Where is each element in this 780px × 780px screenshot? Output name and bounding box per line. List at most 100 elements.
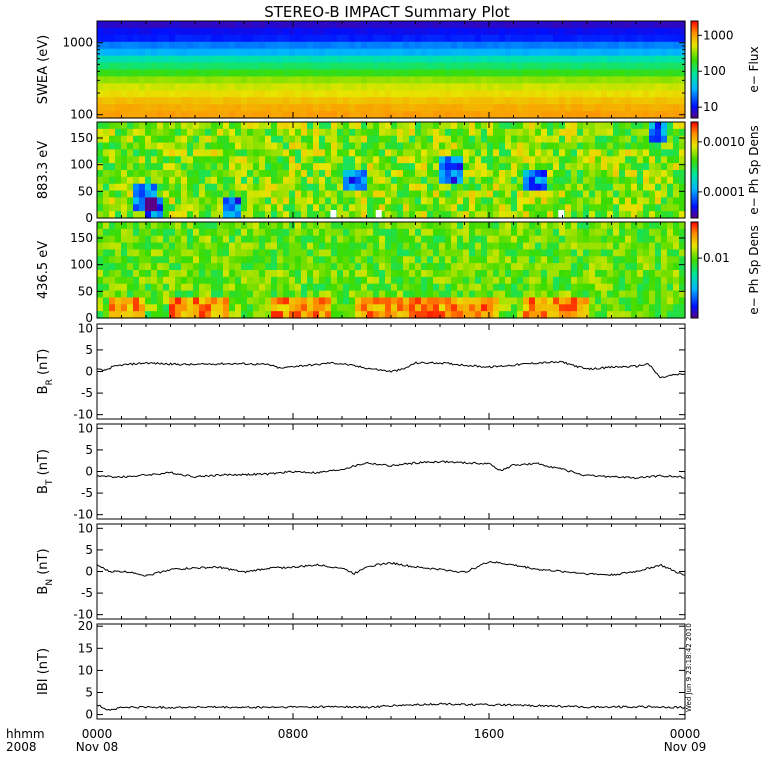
pad_883-cell <box>199 122 206 130</box>
swea-cell <box>433 97 440 105</box>
pad_436-cell <box>223 311 230 319</box>
pad_883-cell <box>367 163 374 171</box>
pad_883-cell <box>331 163 338 171</box>
pad_436-cell <box>115 256 122 264</box>
pad_436-cell <box>457 222 464 230</box>
pad_883-cell <box>409 204 416 212</box>
pad_883-cell <box>457 197 464 205</box>
pad_883-cell <box>493 176 500 185</box>
pad_883-cell <box>499 149 506 157</box>
swea-cell <box>457 62 464 71</box>
pad_883-cell <box>565 142 572 151</box>
pad_436-cell <box>673 311 680 319</box>
swea-cell <box>643 27 650 36</box>
swea-cell <box>331 41 338 50</box>
pad_883-cell <box>121 190 128 199</box>
swea-cell <box>313 76 320 84</box>
pad_883-cell <box>211 128 218 137</box>
swea-cell <box>193 83 200 91</box>
swea-cell <box>673 97 680 105</box>
pad_436-cell <box>217 242 224 251</box>
pad_436-cell <box>451 311 458 319</box>
pad_436-cell <box>679 256 686 264</box>
swea-cell <box>217 34 224 43</box>
pad_436-cell <box>619 311 626 319</box>
pad_883-cell <box>499 135 506 144</box>
pad_436-cell <box>385 270 392 278</box>
swea-cell <box>133 21 140 29</box>
swea-cell <box>367 90 374 98</box>
pad_436-cell <box>319 270 326 278</box>
pad_436-cell <box>523 235 530 244</box>
pad_883-cell <box>181 128 188 137</box>
pad_883-cell <box>205 176 212 185</box>
pad_436-cell <box>433 222 440 230</box>
pad_436-cell <box>145 256 152 264</box>
pad_436-cell <box>235 222 242 230</box>
pad_436-cell <box>625 283 632 292</box>
pad_436-cell <box>391 276 398 285</box>
swea-cell <box>427 90 434 98</box>
pad_883-cell <box>493 149 500 157</box>
pad_436-cell <box>391 222 398 230</box>
swea-cell <box>319 48 326 57</box>
pad_436-cell <box>163 256 170 264</box>
pad_436-cell <box>157 276 164 285</box>
swea-cell <box>637 55 644 64</box>
swea-cell <box>157 48 164 57</box>
pad_436-cell <box>145 311 152 319</box>
pad_883-cell <box>229 128 236 137</box>
swea-cell <box>349 69 356 78</box>
swea-cell <box>505 41 512 50</box>
pad_883-cell <box>577 183 584 192</box>
swea-cell <box>271 27 278 36</box>
pad_883-cell <box>151 128 158 137</box>
pad_883-cell <box>379 190 386 199</box>
swea-cell <box>229 27 236 36</box>
swea-cell <box>379 48 386 57</box>
pad_883-cell <box>679 197 686 205</box>
pad_883-cell <box>445 190 452 199</box>
swea-cell <box>139 21 146 29</box>
pad_436-cell <box>583 311 590 319</box>
pad_883-cell <box>667 170 674 178</box>
pad_883-cell <box>541 149 548 157</box>
swea-cell <box>307 76 314 84</box>
pad_883-cell <box>403 197 410 205</box>
pad_436-cell <box>553 297 560 305</box>
pad_436-cell <box>613 297 620 305</box>
pad_883-cell <box>295 156 302 164</box>
pad_436-cell <box>577 297 584 305</box>
swea-cell <box>469 111 476 119</box>
pad_436-cell <box>625 249 632 257</box>
pad_883-cell <box>289 183 296 192</box>
pad_883-cell <box>457 176 464 185</box>
swea-cell <box>397 69 404 78</box>
pad_883-cell <box>439 163 446 171</box>
swea-cell <box>451 21 458 29</box>
swea-cell <box>325 97 332 105</box>
pad_883-cell <box>667 190 674 199</box>
pad_436-cell <box>427 256 434 264</box>
swea-cell <box>157 104 164 112</box>
pad_436-cell <box>193 297 200 305</box>
pad_883-cell <box>415 197 422 205</box>
pad_883-cell <box>397 211 404 219</box>
swea-cell <box>151 27 158 36</box>
pad_883-cell <box>199 190 206 199</box>
swea-cell <box>553 48 560 57</box>
pad_883-cell <box>547 197 554 205</box>
pad_883-cell <box>535 197 542 205</box>
swea-cell <box>127 111 134 119</box>
pad_436-cell <box>247 311 254 319</box>
pad_436-cell <box>253 290 260 299</box>
swea-cell <box>565 104 572 112</box>
pad_883-cell <box>253 197 260 205</box>
swea-cell <box>403 83 410 91</box>
pad_883-cell <box>115 163 122 171</box>
pad_883-cell <box>271 128 278 137</box>
pad_436-cell <box>349 256 356 264</box>
swea-cell <box>529 90 536 98</box>
pad_883-cell <box>241 163 248 171</box>
swea-cell <box>487 111 494 119</box>
